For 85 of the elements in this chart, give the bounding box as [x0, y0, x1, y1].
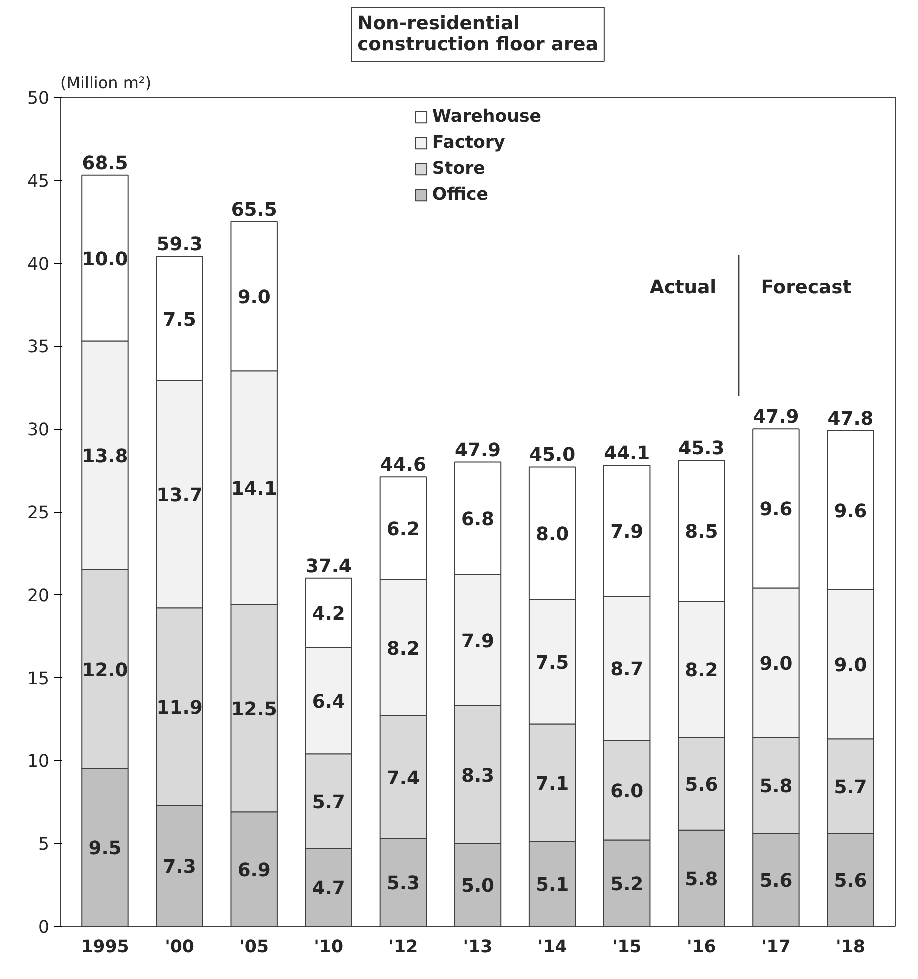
- annotation: 59.3: [156, 234, 203, 256]
- x-tick-label: '00: [165, 938, 194, 958]
- y-tick-label: 35: [27, 338, 50, 358]
- data-label: 9.0: [238, 287, 271, 308]
- data-label: 8.7: [610, 660, 644, 681]
- data-label: 8.2: [685, 660, 718, 682]
- x-tick-label: '16: [686, 938, 716, 958]
- data-label: 12.5: [231, 699, 278, 720]
- data-label: 4.2: [312, 604, 346, 626]
- data-label: 5.7: [834, 777, 868, 798]
- legend-label: Factory: [432, 133, 506, 153]
- x-tick-label: '17: [762, 938, 791, 958]
- data-label: 8.5: [685, 522, 718, 544]
- data-label: 7.5: [163, 310, 196, 331]
- x-tick-label: 1995: [81, 938, 130, 958]
- data-label: 5.6: [760, 871, 793, 892]
- x-tick-label: '15: [612, 938, 642, 958]
- x-tick-label: '18: [836, 938, 866, 958]
- y-tick-label: 5: [38, 835, 50, 856]
- y-tick-label: 20: [27, 586, 50, 606]
- data-label: 6.2: [386, 520, 420, 541]
- data-label: 9.5: [88, 838, 122, 860]
- legend-label: Store: [432, 159, 486, 179]
- legend-label: Office: [432, 185, 489, 205]
- y-tick-label: 0: [38, 918, 50, 938]
- data-label: 8.2: [386, 638, 420, 660]
- data-label: 9.6: [834, 501, 868, 522]
- annotation: 44.1: [604, 444, 650, 465]
- data-label: 7.9: [461, 631, 495, 652]
- annotation: Actual: [650, 278, 717, 299]
- data-label: 10.0: [82, 249, 128, 270]
- annotation: 47.9: [753, 407, 800, 428]
- y-tick-label: 10: [27, 752, 50, 772]
- x-tick-label: '12: [388, 938, 418, 958]
- data-label: 11.9: [156, 698, 203, 719]
- annotation: 47.8: [828, 408, 874, 430]
- data-label: 4.7: [312, 878, 346, 900]
- data-label: 6.8: [461, 510, 495, 531]
- x-tick-label: '10: [314, 938, 344, 958]
- data-label: 8.0: [536, 524, 570, 546]
- data-label: 7.9: [610, 522, 644, 544]
- data-label: 5.8: [685, 869, 718, 890]
- chart-title: Non-residential construction floor area: [358, 14, 598, 56]
- data-label: 7.1: [536, 774, 570, 796]
- data-label: 5.7: [312, 792, 346, 814]
- y-tick-label: 50: [27, 89, 50, 109]
- data-label: 9.0: [760, 654, 793, 675]
- annotation: 47.9: [454, 440, 502, 462]
- data-label: 8.3: [461, 766, 495, 787]
- x-tick-label: '05: [240, 938, 270, 958]
- data-label: 5.6: [834, 871, 868, 892]
- data-label: 9.0: [834, 656, 868, 677]
- data-label: 7.5: [536, 653, 570, 674]
- data-label: 13.7: [156, 486, 203, 507]
- data-label: 5.6: [685, 774, 718, 796]
- data-label: 6.9: [238, 860, 271, 882]
- legend-label: Warehouse: [432, 107, 542, 127]
- annotation: Forecast: [761, 278, 852, 299]
- data-label: 9.6: [760, 500, 793, 521]
- data-label: 7.4: [386, 768, 420, 790]
- annotation: 44.6: [380, 455, 426, 476]
- annotation: 65.5: [231, 200, 278, 221]
- data-label: 5.1: [536, 875, 570, 896]
- data-label: 12.0: [82, 660, 128, 682]
- data-label: 13.8: [82, 446, 128, 468]
- y-tick-label: 30: [27, 420, 50, 441]
- x-tick-label: '14: [538, 938, 568, 958]
- data-label: 5.3: [386, 874, 420, 895]
- data-label: 7.3: [163, 856, 196, 878]
- data-label: 6.4: [312, 692, 346, 714]
- annotation: 45.3: [678, 438, 725, 460]
- data-label: 5.2: [610, 874, 644, 896]
- y-tick-label: 25: [27, 504, 50, 524]
- data-label: 14.1: [231, 478, 278, 500]
- data-label: 5.0: [461, 876, 495, 898]
- x-tick-label: '13: [463, 938, 493, 958]
- y-axis-title: (Million m²): [60, 74, 152, 92]
- annotation: 45.0: [530, 445, 576, 466]
- y-tick-label: 40: [27, 254, 50, 275]
- y-tick-label: 45: [27, 172, 50, 192]
- data-label: 5.8: [760, 776, 793, 798]
- annotation: 68.5: [82, 153, 128, 174]
- y-tick-label: 15: [27, 669, 50, 690]
- data-label: 6.0: [610, 782, 644, 803]
- annotation: 37.4: [306, 556, 352, 578]
